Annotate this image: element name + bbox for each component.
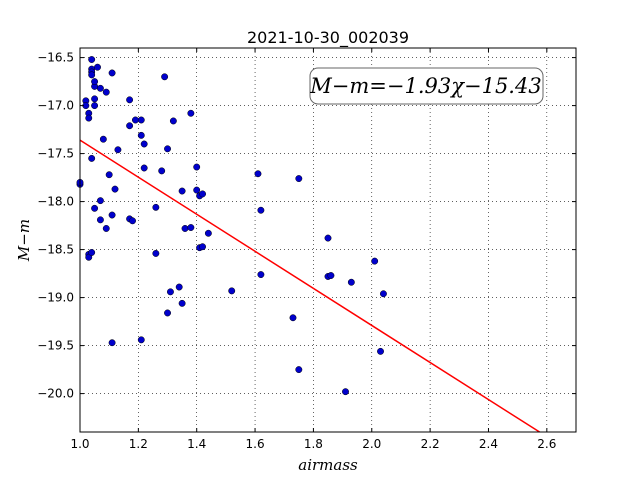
data-point <box>342 388 349 396</box>
data-point <box>102 225 110 232</box>
y-tick-label: −19.5 <box>37 339 74 353</box>
data-point <box>199 190 206 198</box>
x-tick-label: 2.0 <box>362 437 381 451</box>
data-point <box>152 249 160 257</box>
axis-ticks: 1.0 1.2 1.4 1.6 1.8 2.0 2.2 2.4 2.6 −16.5 −17.0 −17… <box>37 48 576 451</box>
data-point <box>204 229 212 237</box>
y-tick-label: −17.0 <box>37 99 74 113</box>
data-point <box>114 146 122 154</box>
data-point <box>137 131 145 139</box>
y-tick-label: −16.5 <box>37 51 74 65</box>
y-tick-label: −20.0 <box>37 387 74 401</box>
plot-area-frame <box>79 47 577 433</box>
data-point <box>178 299 186 307</box>
fit-equation-annotation: M−m=−1.93χ−15.43 <box>309 67 544 105</box>
data-point <box>129 217 136 225</box>
data-point <box>105 171 113 179</box>
data-point <box>96 197 104 205</box>
y-tick-label: −18.0 <box>37 195 74 209</box>
data-point <box>187 224 195 231</box>
data-point <box>175 283 183 291</box>
x-tick-label: 1.8 <box>304 437 323 451</box>
x-tick-label: 2.6 <box>537 437 556 451</box>
y-tick-label: −18.5 <box>37 243 74 257</box>
data-point <box>131 116 139 124</box>
annotation-text: M−m=−1.93χ−15.43 <box>309 74 541 98</box>
data-point <box>96 84 104 92</box>
data-point <box>187 109 195 117</box>
data-point <box>164 145 171 153</box>
x-tick-label: 1.2 <box>129 437 148 451</box>
y-tick-label: −19.0 <box>37 291 74 305</box>
data-point <box>126 96 134 104</box>
data-point <box>164 309 171 317</box>
data-point <box>96 216 104 224</box>
data-point <box>137 336 145 344</box>
data-point <box>111 185 119 193</box>
data-point <box>91 95 99 103</box>
data-point <box>102 88 110 96</box>
x-tick-label: 2.4 <box>479 437 498 451</box>
data-point <box>289 314 297 322</box>
data-point <box>161 73 169 81</box>
data-point <box>91 204 99 212</box>
data-point <box>324 234 332 242</box>
data-point <box>88 249 96 256</box>
data-point <box>166 288 174 296</box>
data-point <box>181 225 189 232</box>
data-point <box>88 71 96 79</box>
data-point <box>228 287 236 295</box>
data-point <box>371 257 379 265</box>
data-point <box>126 122 134 130</box>
data-point <box>91 78 99 86</box>
data-point <box>94 63 101 71</box>
x-axis-label: airmass <box>298 456 358 474</box>
data-point <box>295 175 303 183</box>
data-point <box>254 170 262 178</box>
data-point <box>257 271 265 279</box>
y-tick-label: −17.5 <box>37 147 74 161</box>
data-point <box>178 187 186 195</box>
x-tick-label: 1.4 <box>187 437 206 451</box>
data-point <box>193 163 201 171</box>
data-point <box>377 347 384 355</box>
data-point <box>85 114 93 122</box>
data-point <box>169 117 177 125</box>
x-tick-label: 2.2 <box>421 437 440 451</box>
data-point <box>108 339 116 347</box>
data-point <box>193 186 201 194</box>
data-points <box>76 56 387 396</box>
annotation-box <box>309 67 544 105</box>
data-point <box>137 116 145 124</box>
data-point <box>99 135 107 143</box>
data-point <box>140 140 148 148</box>
data-point <box>152 203 160 211</box>
data-point <box>88 56 96 63</box>
data-point <box>295 366 303 374</box>
x-tick-label: 1.0 <box>70 437 89 451</box>
data-point <box>257 206 265 214</box>
data-point <box>379 290 387 298</box>
data-point <box>108 69 116 77</box>
fit-line-group <box>79 139 540 433</box>
data-point <box>88 154 96 162</box>
x-tick-label: 1.6 <box>246 437 265 451</box>
y-axis-label: M−m <box>15 219 33 262</box>
data-point <box>91 102 99 110</box>
chart-title: 2021-10-30_002039 <box>247 28 409 48</box>
data-point <box>158 167 166 175</box>
data-point <box>108 211 116 219</box>
data-point <box>347 278 355 286</box>
data-point <box>140 164 148 172</box>
data-point <box>327 272 335 279</box>
data-point <box>199 243 206 251</box>
fit-line <box>79 139 540 433</box>
